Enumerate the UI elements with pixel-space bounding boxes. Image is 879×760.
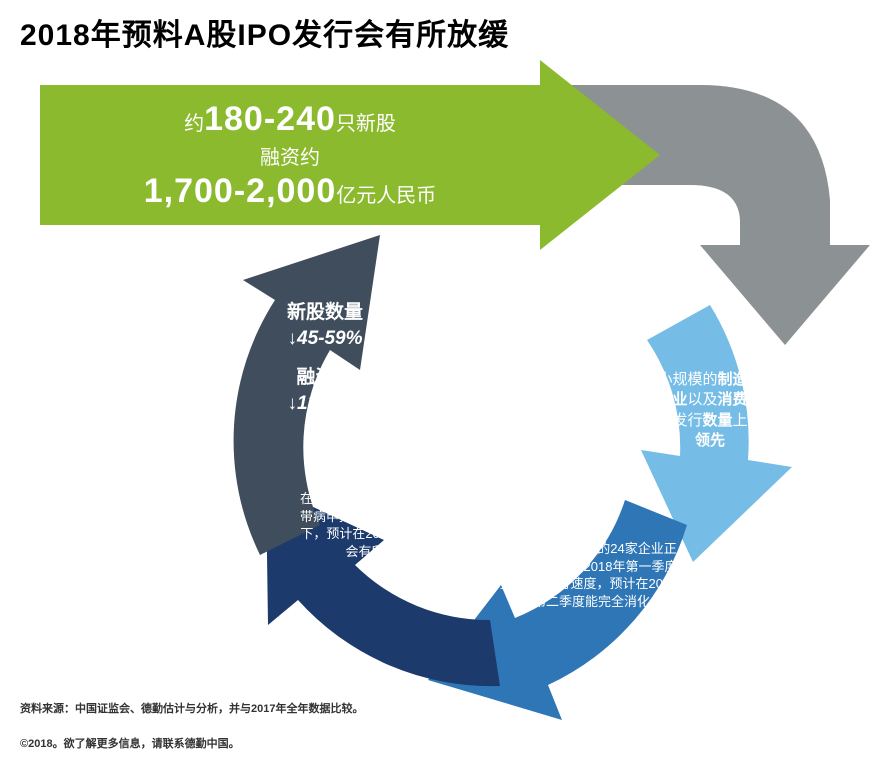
- darkslate-l2: ↓45-59%: [240, 326, 410, 352]
- banner-line3-big: 1,700-2,000: [144, 172, 337, 210]
- seg-navy-text: 在从严审核，防止问题企业带病申报、蒙混过关的前提下，预计在2018年IPO数量会…: [298, 490, 458, 560]
- seg-lightblue-text: 中小规模的制造和科技行业以及消费行业会在发行数量上处于领先: [640, 370, 780, 451]
- darkslate-l3: 融资额: [240, 365, 410, 391]
- footer-source: 资料来源：中国证监会、德勤估计与分析，并与2017年全年数据比较。: [20, 700, 363, 716]
- page-root: 2018年预料A股IPO发行会有所放缓 约180-240只新股 融资约 1,70…: [0, 0, 879, 760]
- darkslate-l1: 新股数量: [240, 300, 410, 326]
- footer-copyright: ©2018。欲了解更多信息，请联系德勤中国。: [20, 735, 240, 751]
- banner-line1-post: 只新股: [336, 113, 396, 135]
- seg-midblue-text: 目前已通过发审会的24家企业正轮候上市。按照2018年第一季度的审批、发行速度，…: [490, 540, 680, 610]
- seg-darkslate-text: 新股数量 ↓45-59% 融资额 ↓13-26%: [240, 300, 410, 417]
- darkslate-l4: ↓13-26%: [240, 391, 410, 417]
- banner-line3-post: 亿元人民币: [336, 185, 436, 207]
- green-banner-text: 约180-240只新股 融资约 1,700-2,000亿元人民币: [60, 100, 520, 211]
- banner-line1-big: 180-240: [204, 100, 336, 138]
- banner-line2: 融资约: [60, 141, 520, 170]
- banner-line1-pre: 约: [184, 113, 204, 135]
